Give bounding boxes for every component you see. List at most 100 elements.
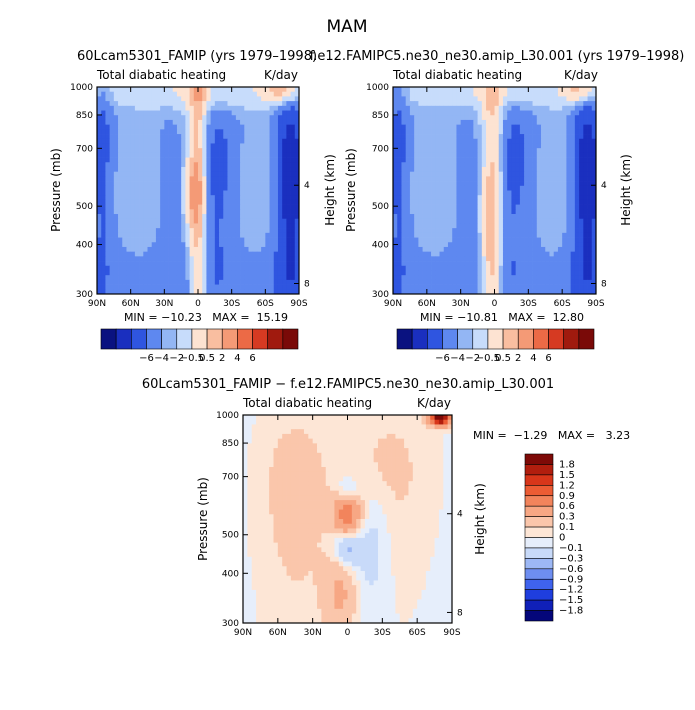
heatmap-cell bbox=[418, 199, 423, 205]
heatmap-cell bbox=[343, 433, 348, 439]
heatmap-cell bbox=[261, 218, 266, 224]
heatmap-cell bbox=[219, 119, 224, 125]
heatmap-cell bbox=[265, 185, 270, 191]
heatmap-cell bbox=[113, 124, 119, 130]
heatmap-cell bbox=[486, 204, 491, 210]
heatmap-cell bbox=[460, 166, 466, 173]
heatmap-cell bbox=[97, 91, 102, 97]
heatmap-cell bbox=[219, 181, 224, 187]
heatmap-cell bbox=[97, 190, 102, 196]
heatmap-cell bbox=[97, 87, 102, 93]
heatmap-cell bbox=[532, 124, 538, 130]
heatmap-cell bbox=[160, 204, 165, 210]
heatmap-cell bbox=[290, 452, 296, 458]
heatmap-cell bbox=[443, 129, 449, 135]
heatmap-cell bbox=[134, 251, 140, 257]
heatmap-cell bbox=[219, 265, 224, 271]
heatmap-cell bbox=[477, 284, 483, 290]
heatmap-cell bbox=[439, 171, 445, 177]
heatmap-cell bbox=[155, 242, 161, 248]
heatmap-cell bbox=[223, 275, 228, 281]
heatmap-cell bbox=[515, 214, 521, 220]
heatmap-cell bbox=[426, 91, 432, 97]
heatmap-cell bbox=[231, 101, 237, 107]
heatmap-cell bbox=[532, 256, 538, 262]
heatmap-cell bbox=[168, 289, 174, 295]
heatmap-cell bbox=[528, 289, 533, 295]
heatmap-cell bbox=[251, 433, 257, 439]
heatmap-cell bbox=[502, 204, 508, 210]
heatmap-cell bbox=[122, 157, 127, 163]
heatmap-cell bbox=[235, 265, 241, 271]
heatmap-cell bbox=[452, 261, 457, 267]
heatmap-cell bbox=[460, 96, 466, 102]
panel-right-y-axis-label: Pressure (mb) bbox=[344, 148, 358, 232]
heatmap-cell bbox=[414, 284, 419, 290]
heatmap-cell bbox=[435, 91, 440, 97]
heatmap-cell bbox=[557, 218, 563, 224]
heatmap-cell bbox=[277, 289, 283, 295]
heatmap-cell bbox=[562, 105, 567, 111]
heatmap-cell bbox=[430, 448, 435, 454]
heatmap-cell bbox=[231, 246, 237, 252]
heatmap-cell bbox=[334, 415, 340, 421]
heatmap-cell bbox=[532, 190, 538, 196]
heatmap-cell bbox=[417, 429, 422, 435]
heatmap-cell bbox=[579, 166, 584, 173]
heatmap-cell bbox=[566, 124, 571, 130]
heatmap-cell bbox=[528, 261, 533, 267]
heatmap-cell bbox=[460, 289, 466, 295]
heatmap-cell bbox=[579, 265, 584, 271]
heatmap-cell bbox=[439, 181, 445, 187]
heatmap-cell bbox=[189, 251, 195, 257]
heatmap-cell bbox=[214, 166, 220, 173]
heatmap-cell bbox=[235, 209, 241, 215]
heatmap-cell bbox=[176, 275, 182, 281]
heatmap-cell bbox=[469, 148, 474, 154]
heatmap-cell bbox=[422, 270, 428, 276]
heatmap-cell bbox=[434, 433, 440, 439]
heatmap-cell bbox=[579, 214, 584, 220]
heatmap-cell bbox=[223, 105, 228, 111]
heatmap-cell bbox=[541, 195, 546, 201]
heatmap-cell bbox=[536, 279, 542, 285]
heatmap-cell bbox=[414, 87, 419, 93]
heatmap-cell bbox=[277, 129, 283, 135]
heatmap-cell bbox=[143, 171, 148, 177]
heatmap-cell bbox=[219, 124, 224, 130]
heatmap-cell bbox=[265, 181, 270, 187]
heatmap-cell bbox=[430, 438, 435, 444]
heatmap-cell bbox=[507, 101, 512, 107]
heatmap-cell bbox=[591, 232, 597, 238]
heatmap-cell bbox=[269, 119, 275, 125]
heatmap-cell bbox=[591, 138, 597, 144]
heatmap-cell bbox=[532, 157, 538, 163]
heatmap-cell bbox=[235, 134, 241, 140]
heatmap-cell bbox=[264, 429, 270, 435]
heatmap-cell bbox=[97, 261, 102, 267]
heatmap-cell bbox=[435, 246, 440, 252]
heatmap-cell bbox=[557, 185, 563, 191]
heatmap-cell bbox=[290, 448, 296, 454]
heatmap-cell bbox=[591, 129, 597, 135]
heatmap-cell bbox=[101, 190, 106, 196]
heatmap-cell bbox=[265, 261, 270, 267]
heatmap-cell bbox=[583, 87, 588, 93]
heatmap-cell bbox=[409, 171, 415, 177]
heatmap-cell bbox=[460, 91, 466, 97]
heatmap-cell bbox=[541, 101, 546, 107]
heatmap-cell bbox=[426, 181, 432, 187]
heatmap-cell bbox=[541, 204, 546, 210]
heatmap-cell bbox=[261, 190, 266, 196]
heatmap-cell bbox=[247, 419, 253, 425]
heatmap-cell bbox=[557, 228, 563, 234]
heatmap-cell bbox=[557, 251, 563, 257]
heatmap-cell bbox=[294, 218, 300, 224]
heatmap-cell bbox=[286, 185, 291, 191]
heatmap-cell bbox=[507, 148, 512, 154]
heatmap-cell bbox=[422, 185, 428, 191]
heatmap-cell bbox=[252, 289, 258, 295]
heatmap-cell bbox=[511, 270, 516, 276]
heatmap-cell bbox=[273, 438, 279, 444]
heatmap-cell bbox=[591, 270, 597, 276]
